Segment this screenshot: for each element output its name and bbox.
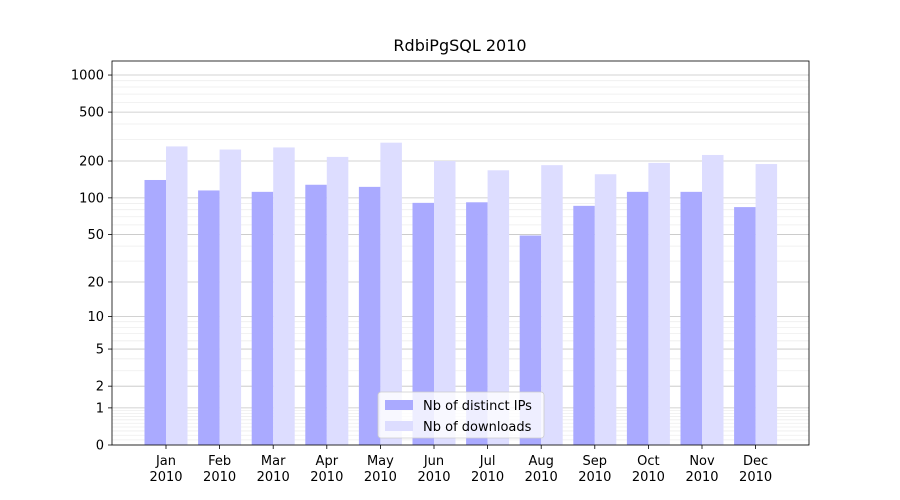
bar-distinct-ips xyxy=(412,202,434,445)
y-tick-label: 200 xyxy=(79,155,104,170)
bar-downloads xyxy=(380,142,402,445)
bar-distinct-ips xyxy=(305,184,327,445)
bar-downloads xyxy=(755,164,778,445)
bar-distinct-ips xyxy=(251,191,274,445)
x-tick-label: Mar 2010 xyxy=(257,454,290,485)
bar-downloads xyxy=(273,147,295,446)
bar-distinct-ips xyxy=(358,186,381,446)
bar-distinct-ips xyxy=(734,207,756,445)
legend: Nb of distinct IPs Nb of downloads xyxy=(377,391,545,439)
axes: Jan 2010 Feb 2010 Mar 2010 Apr 2010 May 2010 Jun 20… xyxy=(71,60,810,485)
x-tick-label: Apr 2010 xyxy=(310,454,343,485)
legend-label: Nb of distinct IPs xyxy=(423,399,532,414)
plot-frame xyxy=(111,60,810,446)
y-tick-label: 20 xyxy=(87,275,104,290)
x-tick-label: Dec 2010 xyxy=(739,454,772,485)
x-tick-label: Aug 2010 xyxy=(525,454,558,485)
bar-distinct-ips xyxy=(573,205,595,445)
legend-swatch xyxy=(385,400,413,410)
x-tick-label: Oct 2010 xyxy=(632,454,665,485)
bar-distinct-ips xyxy=(680,191,702,445)
bar-distinct-ips xyxy=(466,202,488,445)
y-tick-label: 10 xyxy=(87,310,104,325)
bar-downloads xyxy=(541,165,563,445)
x-tick-label: Feb 2010 xyxy=(203,454,236,485)
bar-distinct-ips xyxy=(626,191,649,445)
x-tick-label: May 2010 xyxy=(364,454,397,485)
y-tick-label: 50 xyxy=(87,228,104,243)
y-tick-label: 5 xyxy=(96,343,104,358)
bar-downloads xyxy=(434,161,456,445)
x-tick-label: Nov 2010 xyxy=(685,454,718,485)
legend-swatch xyxy=(385,421,413,431)
bar-downloads xyxy=(219,149,242,445)
bars xyxy=(144,142,778,446)
x-tick-label: Sep 2010 xyxy=(578,454,611,485)
legend-box xyxy=(377,391,545,439)
y-tick-label: 500 xyxy=(79,106,104,121)
bar-downloads xyxy=(326,156,349,446)
bar-downloads xyxy=(166,146,188,446)
chart-title: RdbiPgSQL 2010 xyxy=(393,36,526,55)
bar-downloads xyxy=(648,162,670,445)
x-tick-label: Jun 2010 xyxy=(417,454,450,485)
bar-distinct-ips xyxy=(144,179,166,445)
y-tick-label: 2 xyxy=(96,380,104,395)
x-tick-label: Jul 2010 xyxy=(471,454,504,485)
bar-downloads xyxy=(702,154,724,446)
y-tick-label: 1 xyxy=(96,401,104,416)
bar-distinct-ips xyxy=(198,190,220,445)
legend-label: Nb of downloads xyxy=(423,420,532,435)
y-tick-label: 0 xyxy=(96,439,104,454)
y-tick-label: 1000 xyxy=(71,69,104,84)
bar-downloads xyxy=(487,170,510,446)
y-tick-label: 100 xyxy=(79,191,104,206)
bar-downloads xyxy=(594,174,617,445)
x-tick-label: Jan 2010 xyxy=(149,454,182,485)
